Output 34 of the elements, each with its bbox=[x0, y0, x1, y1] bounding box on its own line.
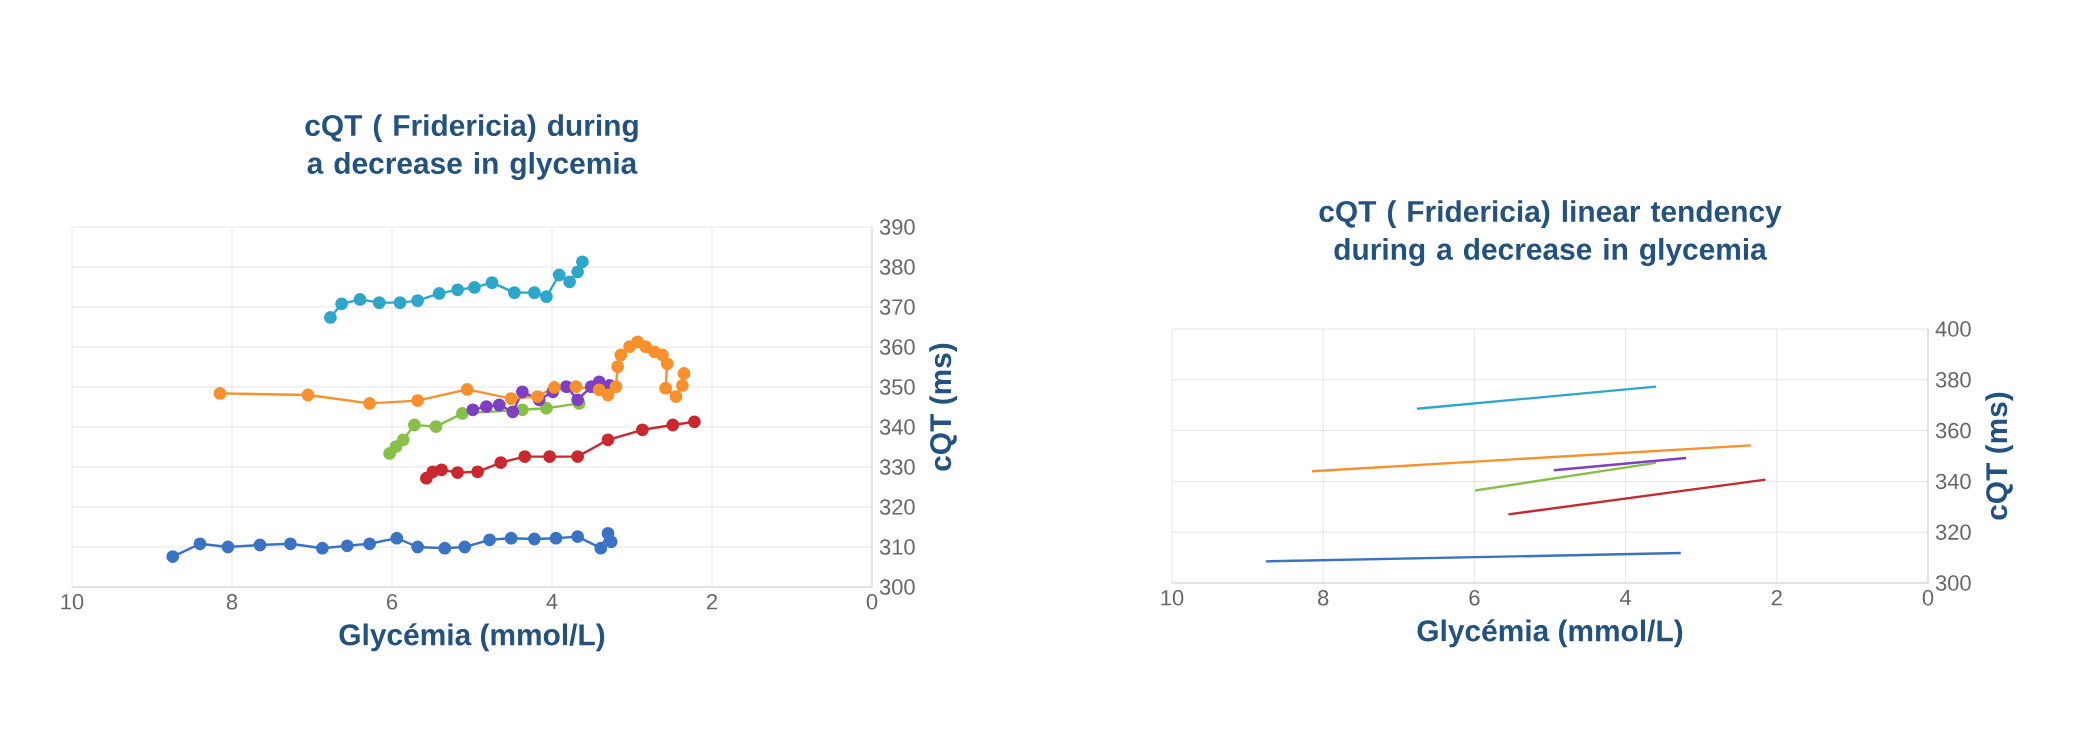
y-tick-label: 400 bbox=[1935, 321, 1971, 337]
x-tick-label: 8 bbox=[1318, 590, 1329, 606]
y-tick-label: 340 bbox=[879, 419, 915, 435]
x-axis-title: Glycémia (mmol/L) bbox=[339, 623, 605, 652]
y-tick-label: 390 bbox=[879, 219, 915, 235]
x-tick-label: 4 bbox=[546, 594, 558, 610]
y-tick-label: 330 bbox=[879, 459, 915, 475]
y-tick-label: 360 bbox=[879, 339, 915, 355]
y-axis-title: cQT (ms) bbox=[929, 343, 958, 471]
chart-title: cQT ( Fridericia) during a decrease in glycemia bbox=[305, 114, 638, 181]
y-axis-title: cQT (ms) bbox=[1985, 392, 2014, 520]
x-tick-label: 8 bbox=[226, 594, 238, 610]
x-tick-label: 6 bbox=[1469, 590, 1480, 606]
y-tick-label: 310 bbox=[879, 539, 915, 555]
y-tick-label: 350 bbox=[879, 379, 915, 395]
x-tick-label: 10 bbox=[1161, 590, 1184, 606]
y-tick-label: 370 bbox=[879, 299, 915, 315]
x-tick-label: 4 bbox=[1620, 590, 1632, 606]
x-tick-label: 10 bbox=[61, 594, 84, 610]
y-tick-label: 300 bbox=[1935, 575, 1971, 591]
y-tick-label: 380 bbox=[879, 259, 915, 275]
y-tick-label: 320 bbox=[879, 499, 915, 515]
x-tick-label: 0 bbox=[866, 594, 878, 610]
chart-title: cQT ( Fridericia) linear tendency during a decrease in glycemia bbox=[1319, 200, 1782, 267]
x-tick-label: 0 bbox=[1922, 590, 1934, 606]
y-tick-label: 340 bbox=[1935, 473, 1971, 490]
y-tick-label: 300 bbox=[879, 579, 915, 595]
x-tick-label: 2 bbox=[707, 594, 717, 610]
y-tick-label: 380 bbox=[1935, 372, 1971, 388]
x-tick-label: 6 bbox=[387, 594, 398, 610]
y-tick-label: 360 bbox=[1935, 422, 1971, 439]
y-tick-label: 320 bbox=[1935, 524, 1971, 540]
x-axis-title: Glycémia (mmol/L) bbox=[1417, 619, 1683, 648]
x-tick-label: 2 bbox=[1771, 590, 1782, 606]
